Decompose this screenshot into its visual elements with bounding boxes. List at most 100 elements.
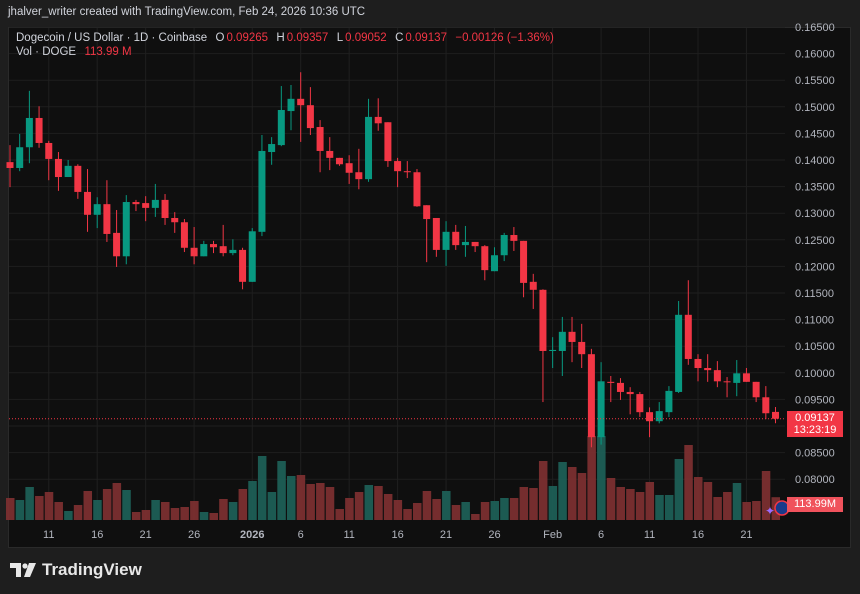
price-tick-label: 0.12000	[795, 261, 835, 273]
volume-value: 113.99 M	[84, 46, 132, 58]
candle-body	[74, 165, 82, 192]
candle-body	[113, 232, 121, 257]
change-value: −0.00126 (−1.36%)	[455, 32, 554, 44]
symbol-legend: Dogecoin / US Dollar · 1D · Coinbase O 0.…	[16, 31, 556, 59]
volume-bar	[684, 445, 693, 520]
volume-bar	[403, 509, 412, 520]
volume-bar	[374, 486, 383, 520]
last-price-badge: 0.09137 13:23:19	[787, 411, 843, 437]
candle-body	[549, 349, 557, 351]
candle-body	[355, 172, 363, 180]
candle-body	[578, 341, 586, 355]
last-price-value: 0.09137	[795, 412, 835, 424]
volume-bar	[606, 478, 616, 520]
candle-body	[142, 203, 150, 208]
volume-label[interactable]: Vol · DOGE	[16, 46, 77, 58]
volume-bar	[345, 498, 354, 520]
price-tick-label: 0.13500	[795, 182, 835, 194]
time-tick-label: 11	[343, 529, 354, 541]
volume-bar	[93, 500, 102, 520]
volume-bar	[238, 489, 248, 520]
volume-bar	[713, 497, 722, 520]
volume-bar	[25, 487, 34, 520]
brand-name: TradingView	[42, 560, 142, 579]
price-tick-label: 0.09500	[795, 394, 835, 406]
candle-body	[335, 157, 343, 165]
chart-pane[interactable]	[8, 27, 851, 548]
volume-bar	[199, 512, 209, 520]
candle-body	[297, 98, 305, 106]
volume-bar	[742, 502, 751, 520]
candle-body	[35, 117, 43, 143]
time-tick-label: 21	[440, 529, 452, 541]
candle-body	[607, 381, 615, 383]
candle-body	[64, 165, 72, 178]
volume-bar	[306, 484, 315, 520]
volume-bar	[248, 481, 257, 520]
time-tick-label: 26	[188, 529, 200, 541]
volume-bar	[490, 501, 499, 520]
candle-body	[209, 244, 217, 248]
candle-body	[752, 381, 760, 398]
candle-body	[384, 122, 392, 162]
candle-body	[326, 150, 334, 158]
volume-bar	[190, 501, 199, 520]
candle-body	[161, 199, 169, 218]
candle-body	[190, 247, 198, 257]
candle-body	[636, 394, 644, 413]
symbol-title[interactable]: Dogecoin / US Dollar · 1D · Coinbase	[16, 32, 208, 44]
candle-body	[394, 161, 402, 172]
candle-body	[268, 144, 276, 153]
candle-body	[151, 199, 159, 208]
volume-bar	[141, 510, 151, 520]
volume-bar	[752, 501, 761, 520]
candle-body	[229, 249, 237, 254]
close-value: 0.09137	[405, 32, 447, 44]
volume-bar	[335, 509, 344, 520]
volume-bar	[383, 494, 393, 520]
price-tick-label: 0.10500	[795, 341, 835, 353]
candle-body	[365, 116, 373, 180]
tradingview-logo[interactable]: TradingView	[10, 560, 142, 580]
volume-bar	[635, 492, 645, 520]
candle-body	[200, 244, 208, 257]
volume-bar	[54, 502, 63, 520]
volume-bar	[480, 502, 490, 520]
volume-bar	[432, 499, 441, 520]
candle-body	[84, 191, 92, 215]
candle-body	[122, 202, 130, 257]
volume-bar	[471, 514, 480, 520]
volume-bar	[180, 507, 189, 520]
candle-body	[713, 370, 721, 382]
time-tick-label: Feb	[543, 529, 562, 541]
volume-bar	[597, 436, 606, 520]
volume-bar	[15, 500, 25, 520]
volume-bar	[568, 467, 577, 520]
price-tick-label: 0.13000	[795, 208, 835, 220]
candle-body	[529, 281, 537, 290]
volume-bar	[519, 487, 529, 520]
volume-bar	[693, 477, 703, 520]
candle-body	[461, 241, 469, 246]
volume-bar	[655, 495, 664, 520]
volume-bar	[412, 503, 422, 520]
last-volume-badge: 113.99M	[787, 497, 843, 512]
volume-bar	[73, 505, 83, 520]
volume-bar	[422, 491, 432, 520]
candle-body	[558, 331, 566, 351]
bar-countdown: 13:23:19	[793, 424, 837, 436]
candle-body	[452, 231, 460, 246]
volume-bar	[354, 492, 364, 520]
candle-body	[45, 142, 53, 159]
candle-body	[413, 172, 421, 207]
volume-bar	[112, 483, 122, 520]
volume-bar	[703, 482, 713, 520]
volume-bar	[6, 498, 15, 520]
time-tick-label: 6	[298, 529, 304, 541]
candle-body	[132, 202, 140, 205]
volume-bar	[209, 513, 218, 520]
attribution-text: jhalver_writer created with TradingView.…	[8, 6, 366, 18]
volume-bar	[83, 491, 93, 520]
candle-body	[684, 314, 692, 359]
